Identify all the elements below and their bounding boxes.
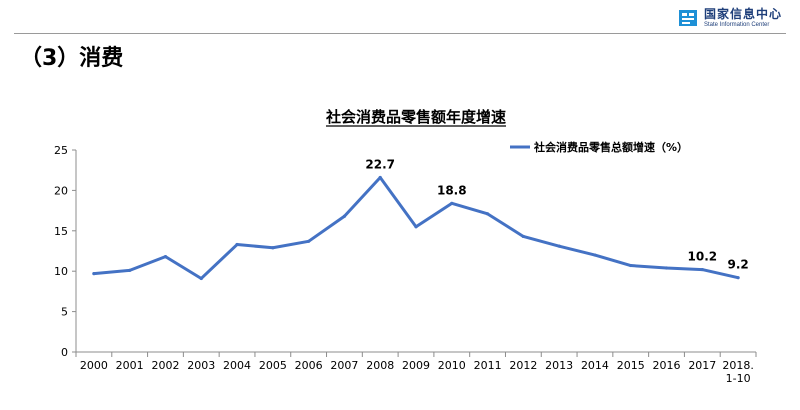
x-tick-label: 2006 [295, 359, 323, 372]
x-tick-label: 2012 [509, 359, 537, 372]
x-tick-label: 2015 [617, 359, 645, 372]
state-information-center-logo-icon [678, 10, 697, 26]
data-label: 18.8 [437, 183, 467, 197]
x-tick-label: 2018. 1-10 [722, 359, 754, 385]
legend-label: 社会消费品零售总额增速（%） [533, 140, 688, 154]
x-tick-label: 2017 [688, 359, 716, 372]
data-point [485, 212, 490, 216]
data-point [199, 276, 203, 281]
x-tick-label: 2013 [545, 359, 573, 372]
x-tick-label: 2002 [151, 359, 179, 372]
y-tick-label: 25 [54, 144, 68, 157]
x-tick-label: 2004 [223, 359, 251, 372]
data-point [271, 246, 275, 250]
data-point [593, 253, 597, 257]
data-point [414, 225, 418, 229]
y-tick-label: 15 [54, 225, 68, 238]
data-point [163, 255, 168, 259]
data-label: 22.7 [365, 157, 395, 171]
data-point [629, 263, 633, 268]
chart-title: 社会消费品零售额年度增速 [325, 108, 506, 126]
data-point [700, 267, 704, 272]
x-tick-label: 2003 [187, 359, 215, 372]
y-tick-label: 10 [54, 265, 68, 278]
section-title: （3）消费 [20, 46, 124, 71]
x-tick-label: 2000 [80, 359, 108, 372]
data-point [521, 234, 525, 239]
x-tick-label: 2010 [438, 359, 466, 372]
header-divider [14, 33, 786, 34]
data-point [736, 276, 740, 280]
y-tick-label: 5 [61, 306, 68, 319]
logo-chinese-name: 国家信息中心 [703, 7, 782, 21]
data-point [557, 244, 561, 248]
x-tick-label: 2011 [474, 359, 502, 372]
x-tick-label: 2014 [581, 359, 609, 372]
data-point [235, 242, 239, 247]
data-point [378, 175, 382, 180]
data-point [342, 214, 347, 218]
y-tick-label: 20 [54, 184, 68, 197]
data-point [92, 272, 96, 276]
data-point [664, 266, 669, 270]
data-point [307, 239, 311, 243]
data-point [128, 268, 132, 272]
logo-english-name: State Information Center [703, 22, 770, 28]
x-tick-label: 2005 [259, 359, 287, 372]
x-tick-label: 2016 [653, 359, 681, 372]
data-label: 10.2 [688, 250, 718, 264]
header-logo: 国家信息中心 State Information Center [678, 8, 782, 28]
x-tick-label: 2009 [402, 359, 430, 372]
x-tick-label: 2008 [366, 359, 394, 372]
data-label: 9.2 [727, 258, 748, 272]
x-tick-label: 2001 [116, 359, 144, 372]
y-tick-label: 0 [61, 346, 68, 359]
data-point [450, 201, 454, 205]
x-tick-label: 2007 [330, 359, 358, 372]
